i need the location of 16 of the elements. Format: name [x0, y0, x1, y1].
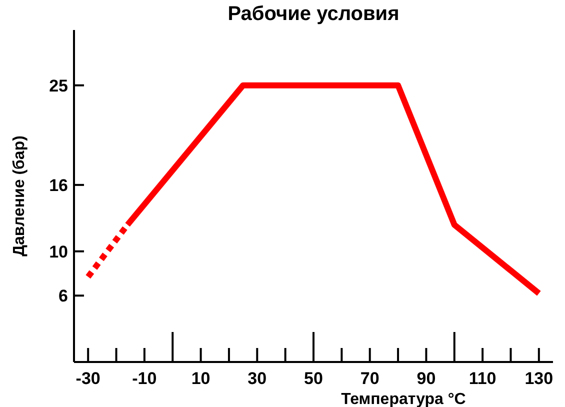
y-tick-label: 25 [49, 76, 68, 96]
x-tick-label: 70 [360, 369, 380, 388]
x-tick-label: 110 [468, 369, 496, 388]
y-tick-label: 16 [49, 176, 68, 195]
x-tick-label: 90 [416, 369, 436, 388]
x-tick-label: 30 [248, 369, 267, 388]
x-axis-title: Температура °C [341, 391, 466, 407]
y-axis-title: Давление (бар) [11, 136, 28, 256]
chart-title: Рабочие условия [228, 3, 400, 25]
x-tick-label: 130 [524, 369, 554, 388]
x-tick-label: 10 [191, 369, 210, 388]
x-tick-label: 50 [304, 369, 323, 388]
y-tick-label: 10 [49, 242, 68, 262]
x-tick-label: -10 [132, 369, 157, 388]
y-tick-label: 6 [58, 286, 68, 306]
x-tick-label: -30 [76, 369, 100, 388]
